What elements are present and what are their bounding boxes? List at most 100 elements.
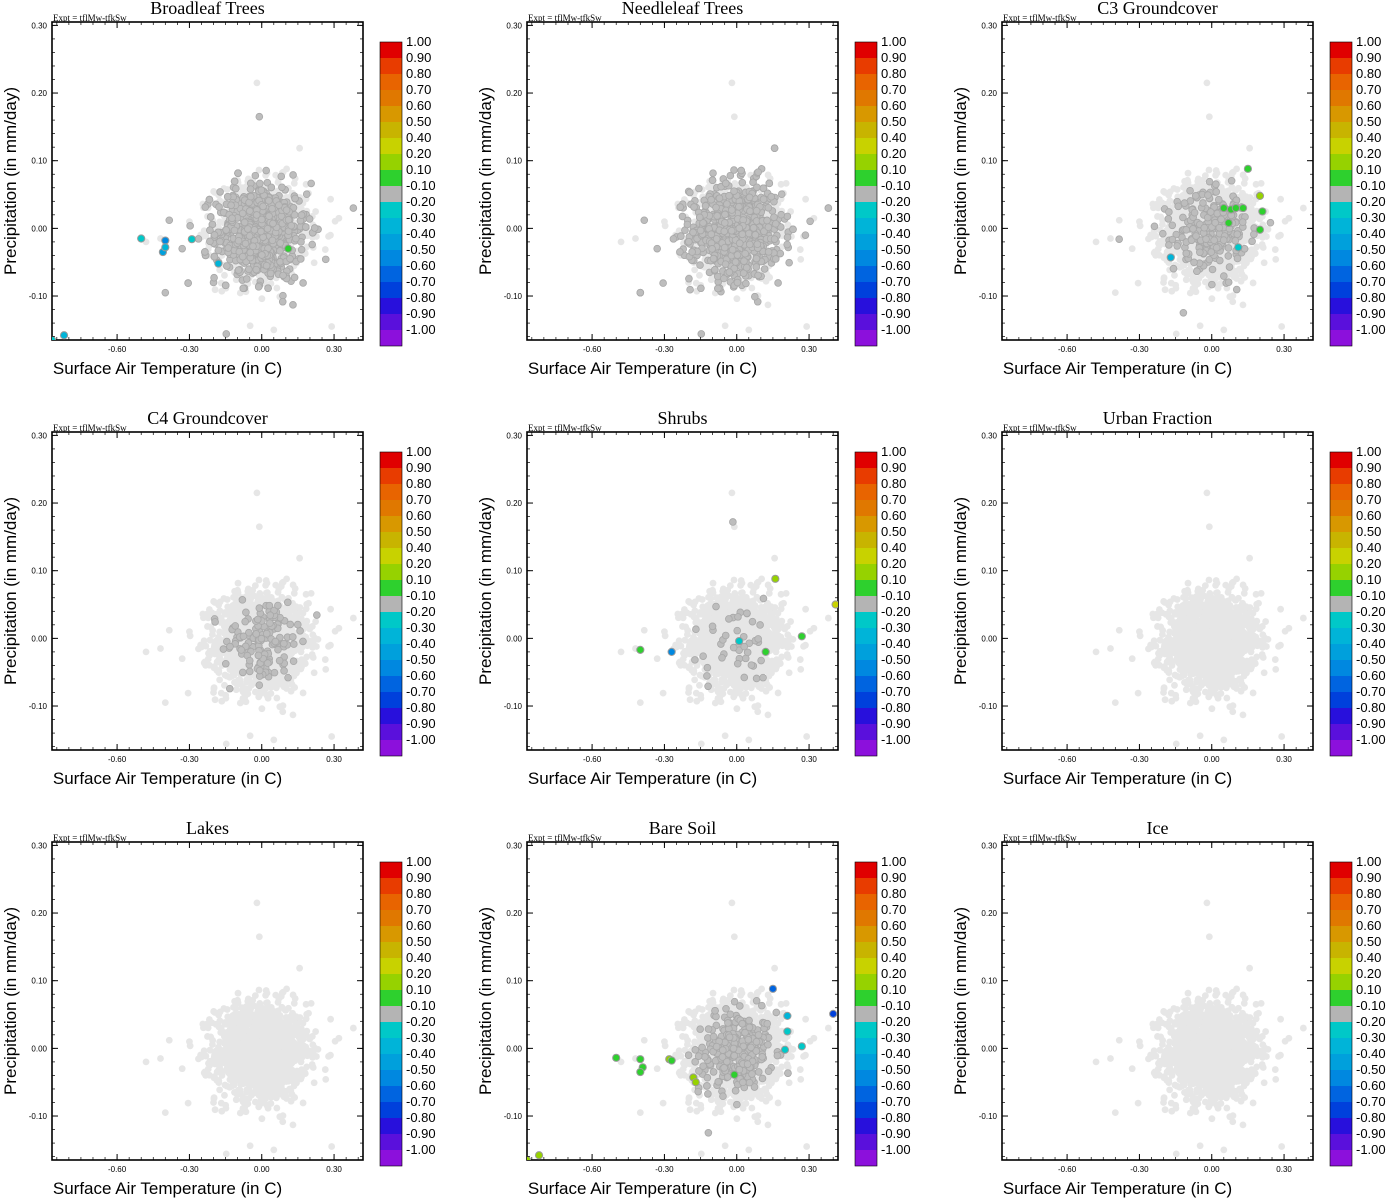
background-point bbox=[803, 323, 811, 330]
grey-point bbox=[307, 179, 315, 188]
grey-point bbox=[695, 184, 703, 193]
colorbar-label: 0.40 bbox=[881, 130, 906, 145]
plot-area bbox=[1001, 21, 1314, 341]
colorbar-swatch bbox=[380, 58, 402, 74]
colorbar-label: -0.40 bbox=[881, 226, 911, 241]
grey-point bbox=[752, 207, 761, 215]
grey-point bbox=[286, 254, 294, 263]
x-tick-label: 0.00 bbox=[729, 345, 745, 354]
grey-point bbox=[721, 179, 730, 188]
grey-point bbox=[206, 237, 214, 246]
grey-point bbox=[725, 268, 734, 276]
grey-point bbox=[265, 197, 273, 205]
background-point bbox=[296, 144, 304, 152]
grey-point bbox=[230, 177, 239, 186]
grey-point bbox=[701, 202, 710, 210]
grey-point bbox=[708, 245, 716, 253]
x-tick-label: -0.30 bbox=[655, 345, 674, 354]
grey-point bbox=[721, 210, 729, 219]
grey-point bbox=[720, 227, 729, 236]
background-point bbox=[696, 271, 703, 279]
grey-point bbox=[720, 219, 729, 227]
background-point bbox=[661, 218, 668, 225]
grey-point bbox=[636, 288, 645, 297]
grey-point bbox=[760, 265, 769, 273]
grey-point bbox=[726, 171, 735, 180]
grey-point bbox=[258, 251, 266, 259]
data-point bbox=[214, 259, 223, 268]
colorbar-label: 0.20 bbox=[881, 146, 906, 161]
colorbar-swatch bbox=[855, 122, 877, 138]
grey-point bbox=[290, 273, 299, 282]
grey-point bbox=[708, 176, 717, 185]
colorbar-label: 0.50 bbox=[406, 114, 431, 129]
grey-point bbox=[696, 261, 704, 269]
grey-point bbox=[730, 166, 738, 174]
x-axis-label: Surface Air Temperature (in C) bbox=[53, 359, 282, 378]
grey-point bbox=[210, 231, 219, 239]
grey-point bbox=[777, 190, 786, 199]
grey-point bbox=[738, 178, 747, 187]
grey-point bbox=[806, 217, 814, 226]
y-tick-label: 0.00 bbox=[506, 224, 522, 233]
colorbar: 1.000.900.800.700.600.500.400.200.10-0.1… bbox=[379, 34, 436, 347]
colorbar-label: 1.00 bbox=[881, 34, 906, 49]
background-point bbox=[728, 79, 736, 87]
grey-point bbox=[252, 265, 261, 274]
grey-point bbox=[186, 222, 194, 230]
colorbar-swatch bbox=[855, 154, 877, 170]
grey-point bbox=[733, 278, 742, 287]
grey-point bbox=[746, 207, 754, 215]
grey-point bbox=[753, 183, 761, 192]
colorbar-label: -0.60 bbox=[406, 258, 436, 273]
grey-point bbox=[228, 214, 236, 223]
colorbar-label: -0.90 bbox=[881, 306, 911, 321]
grey-point bbox=[765, 179, 774, 188]
y-tick-label: 0.20 bbox=[506, 89, 522, 98]
data-point bbox=[161, 243, 170, 252]
plot-area bbox=[526, 21, 839, 341]
grey-point bbox=[711, 266, 719, 274]
grey-point bbox=[259, 202, 267, 211]
grey-point bbox=[310, 224, 319, 232]
colorbar-swatch bbox=[380, 298, 402, 314]
colorbar-swatch bbox=[855, 170, 877, 186]
y-tick-label: -0.10 bbox=[29, 292, 48, 301]
colorbar-swatch bbox=[380, 138, 402, 154]
grey-point bbox=[269, 219, 277, 228]
grey-point bbox=[824, 204, 833, 212]
colorbar-label: 0.70 bbox=[881, 82, 906, 97]
background-point bbox=[202, 232, 210, 240]
grey-point bbox=[745, 240, 754, 249]
colorbar-swatch bbox=[380, 186, 402, 202]
colorbar-label: -0.20 bbox=[881, 194, 911, 209]
grey-point bbox=[234, 236, 243, 245]
x-tick-label: -0.60 bbox=[583, 345, 602, 354]
y-axis-label: Precipitation (in mm/day) bbox=[476, 87, 495, 275]
background-point bbox=[782, 180, 790, 187]
background-point bbox=[766, 274, 774, 281]
grey-point bbox=[733, 251, 742, 259]
grey-point bbox=[763, 216, 771, 225]
background-point bbox=[310, 259, 318, 267]
colorbar-swatch bbox=[855, 314, 877, 330]
background-point bbox=[216, 266, 224, 274]
grey-point bbox=[276, 239, 285, 247]
grey-point bbox=[230, 226, 239, 235]
grey-point bbox=[268, 236, 277, 245]
x-tick-label: -0.60 bbox=[108, 345, 127, 354]
background-point bbox=[270, 326, 278, 334]
grey-point bbox=[759, 195, 768, 204]
colorbar-label: 0.40 bbox=[406, 130, 431, 145]
background-point bbox=[733, 295, 741, 303]
grey-point bbox=[759, 184, 768, 193]
background-point bbox=[617, 238, 625, 246]
grey-point bbox=[210, 273, 218, 282]
grey-point bbox=[764, 223, 773, 231]
colorbar-swatch bbox=[855, 218, 877, 234]
data-point bbox=[137, 234, 146, 243]
colorbar-label: 1.00 bbox=[406, 34, 431, 49]
grey-point bbox=[720, 243, 729, 252]
colorbar-label: -0.80 bbox=[406, 290, 436, 305]
